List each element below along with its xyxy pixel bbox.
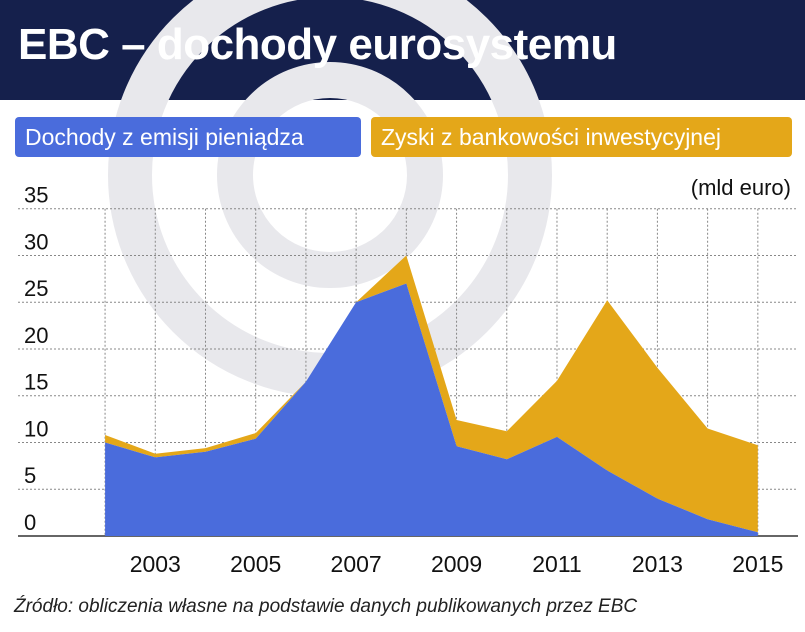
legend-item-bankowosc: Zyski z bankowości inwestycyjnej: [371, 117, 792, 157]
y-tick-label-30: 30: [24, 229, 48, 254]
chart-title: EBC – dochody eurosystemu: [18, 20, 617, 69]
y-tick-label-0: 0: [24, 510, 36, 535]
x-tick-label-2005: 2005: [230, 551, 281, 577]
y-tick-label-25: 25: [24, 276, 48, 301]
x-tick-label-2007: 2007: [331, 551, 382, 577]
y-axis: 0 5 10 15 20 25 30 35: [24, 183, 48, 535]
y-tick-label-35: 35: [24, 183, 48, 208]
area-series-bankowosc: [105, 255, 758, 533]
source-note: Źródło: obliczenia własne na podstawie d…: [14, 596, 638, 617]
y-tick-label-15: 15: [24, 370, 48, 395]
x-tick-label-2015: 2015: [732, 551, 783, 577]
y-tick-label-20: 20: [24, 323, 48, 348]
y-tick-label-5: 5: [24, 463, 36, 488]
x-tick-label-2003: 2003: [130, 551, 181, 577]
area-series-emisja: [105, 283, 758, 536]
x-axis: 2003 2005 2007 2009 2011 2013 2015: [130, 551, 784, 577]
x-tick-label-2013: 2013: [632, 551, 683, 577]
x-tick-label-2009: 2009: [431, 551, 482, 577]
legend-item-emisja: Dochody z emisji pieniądza: [15, 117, 361, 157]
y-tick-label-10: 10: [24, 416, 48, 441]
chart-areas: [105, 255, 758, 536]
watermark-ring-inner: [217, 62, 443, 288]
x-tick-label-2011: 2011: [532, 551, 581, 577]
unit-label: (mld euro): [690, 175, 791, 200]
